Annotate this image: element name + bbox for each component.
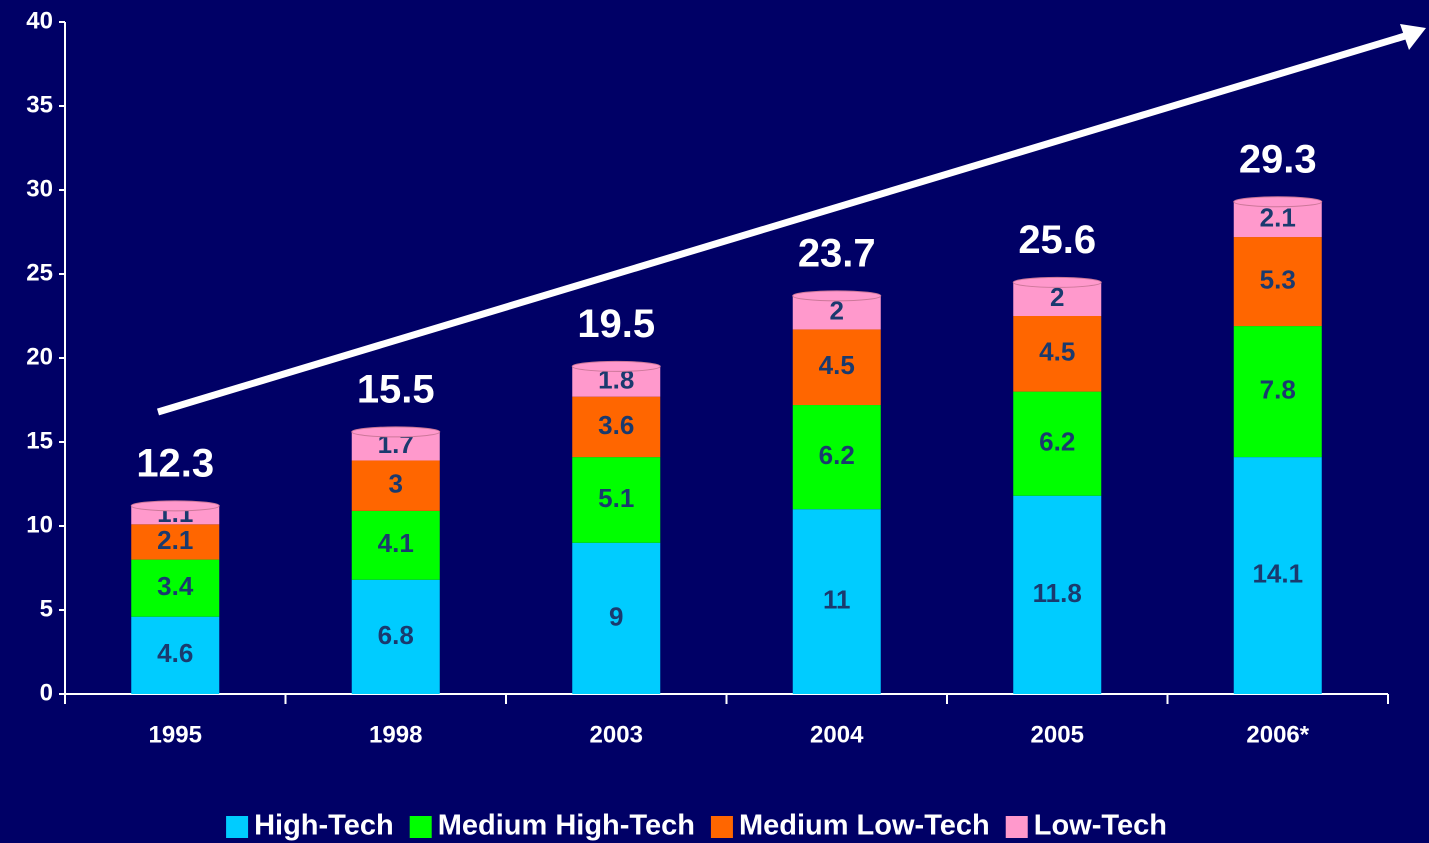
total-label: 15.5 — [357, 367, 435, 411]
bar-segment — [1233, 201, 1322, 238]
bar-segment — [131, 524, 220, 560]
total-label: 23.7 — [798, 231, 876, 275]
bar-segment — [572, 457, 661, 543]
segment-label: 5.3 — [1260, 264, 1296, 294]
legend-swatch — [226, 816, 249, 838]
bar-segment — [792, 295, 881, 330]
bar-segment — [1013, 282, 1102, 316]
y-tick-label: 25 — [26, 259, 53, 286]
legend-label: Medium Low-Tech — [739, 810, 990, 842]
bar-segment — [1233, 237, 1322, 327]
y-tick-label: 15 — [26, 427, 53, 454]
bar-segment — [792, 405, 881, 510]
y-tick-label: 0 — [40, 679, 53, 706]
total-label: 12.3 — [136, 441, 214, 485]
segment-label: 2.1 — [1260, 202, 1296, 232]
bar-segment — [351, 460, 440, 511]
y-tick-label: 5 — [40, 595, 53, 622]
bar-segment — [1233, 457, 1322, 694]
y-tick-label: 30 — [26, 175, 53, 202]
legend-label: Low-Tech — [1034, 810, 1167, 842]
legend: High-Tech Medium High-Tech Medium Low-Tech… — [226, 810, 1167, 842]
segment-label: 4.6 — [157, 638, 193, 668]
segment-label: 6.2 — [1039, 427, 1075, 457]
legend-label: Medium High-Tech — [438, 810, 695, 842]
x-tick-label: 2003 — [590, 721, 643, 748]
y-tick-label: 40 — [26, 7, 53, 34]
y-tick-label: 10 — [26, 511, 53, 538]
x-tick-label: 1995 — [149, 721, 202, 748]
segment-label: 4.5 — [819, 350, 855, 380]
total-label: 29.3 — [1239, 137, 1317, 181]
bar-segment — [1013, 391, 1102, 496]
bar-top — [792, 290, 882, 302]
segment-label: 11 — [823, 584, 851, 614]
trend-arrow — [156, 32, 1407, 416]
segment-label: 14.1 — [1252, 558, 1303, 588]
y-tick-label: 20 — [26, 343, 53, 370]
bar-segment — [1233, 326, 1322, 458]
x-tick-label: 1998 — [369, 721, 422, 748]
bar-segment — [572, 396, 661, 458]
segment-label: 3.4 — [157, 571, 194, 601]
bar-segment — [792, 329, 881, 406]
legend-label: High-Tech — [254, 810, 394, 842]
bar-segment — [572, 542, 661, 694]
segment-label: 3 — [389, 469, 403, 499]
bar-segment — [1013, 316, 1102, 392]
legend-swatch — [1005, 816, 1028, 838]
trend-arrow-head — [1400, 24, 1426, 50]
legend-swatch — [710, 816, 733, 838]
segment-label: 6.8 — [378, 620, 414, 650]
bar-segment — [351, 510, 440, 580]
bar-top — [1012, 276, 1102, 288]
bar-top — [1233, 196, 1323, 208]
y-tick-label: 35 — [26, 91, 53, 118]
segment-label: 4.5 — [1039, 337, 1075, 367]
segment-label: 3.6 — [598, 410, 634, 440]
bar-segment — [1013, 495, 1102, 694]
segment-label: 11.8 — [1033, 578, 1082, 608]
segment-label: 2 — [830, 296, 844, 326]
bar-segment — [792, 509, 881, 694]
bar-top — [351, 426, 441, 438]
segment-label: 5.1 — [598, 483, 634, 513]
segment-label: 4.1 — [378, 528, 414, 558]
x-tick-label: 2005 — [1031, 721, 1084, 748]
x-tick-label: 2004 — [810, 721, 864, 748]
x-tick-label: 2006* — [1246, 721, 1309, 748]
total-label: 19.5 — [577, 302, 655, 346]
segment-label: 2.1 — [157, 525, 193, 555]
segment-label: 6.2 — [819, 440, 855, 470]
bar-segment — [131, 559, 220, 617]
segment-label: 2 — [1050, 282, 1064, 312]
segment-label: 9 — [609, 601, 623, 631]
total-label: 25.6 — [1018, 218, 1096, 262]
bar-top — [130, 500, 220, 512]
bar-segment — [131, 616, 220, 694]
bar-segment — [351, 579, 440, 694]
legend-swatch — [409, 816, 432, 838]
bar-top — [571, 360, 661, 372]
segment-label: 7.8 — [1260, 374, 1296, 404]
